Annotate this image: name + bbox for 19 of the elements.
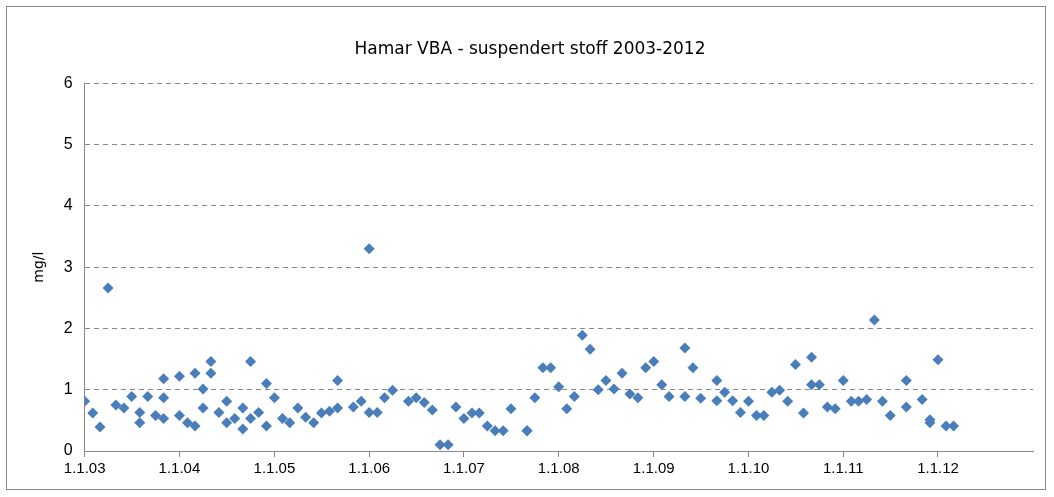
- x-tick-label: 1.1.03: [63, 459, 106, 477]
- x-tick-label: 1.1.09: [632, 459, 675, 477]
- y-tick-label: 5: [63, 135, 73, 153]
- x-tick-label: 1.1.06: [348, 459, 391, 477]
- y-axis-title: mg/l: [30, 251, 47, 283]
- y-tick-label: 3: [63, 257, 73, 275]
- x-tick-label: 1.1.08: [537, 459, 580, 477]
- x-tick-label: 1.1.05: [253, 459, 296, 477]
- chart-title: Hamar VBA - suspendert stoff 2003-2012: [354, 37, 706, 58]
- x-tick-label: 1.1.07: [443, 459, 485, 477]
- x-tick-label: 1.1.11: [822, 459, 864, 477]
- y-tick-label: 1: [63, 380, 73, 398]
- y-tick-label: 6: [63, 73, 73, 91]
- x-tick-label: 1.1.10: [727, 459, 770, 477]
- x-tick-label: 1.1.04: [158, 459, 201, 477]
- y-tick-label: 2: [63, 318, 73, 336]
- y-tick-label: 0: [63, 441, 73, 459]
- y-tick-label: 4: [63, 196, 73, 214]
- x-tick-label: 1.1.12: [917, 459, 959, 477]
